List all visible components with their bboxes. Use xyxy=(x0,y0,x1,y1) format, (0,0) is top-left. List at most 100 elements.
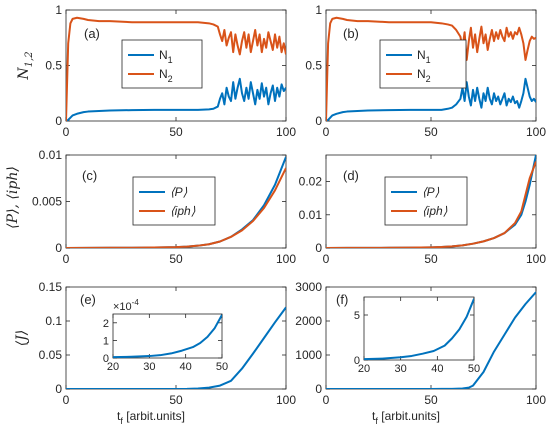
y-tick-label: 0.5 xyxy=(45,59,62,73)
y-tick-label: 0.01 xyxy=(39,148,63,162)
y-tick-label: 0.05 xyxy=(39,348,63,362)
legend-label-sub: 2 xyxy=(426,74,431,84)
x-tick-label: 0 xyxy=(323,252,330,266)
x-tick-label: 100 xyxy=(276,252,296,266)
x-axis-title-rest: [arbit.units] xyxy=(123,409,185,423)
series-line xyxy=(364,298,474,360)
x-tick-label: 50 xyxy=(424,393,438,407)
inset-exponent: ×10-4 xyxy=(113,298,139,313)
y-tick-label: 0.5 xyxy=(305,59,322,73)
y-axis-title: ⟨P⟩, ⟨iph⟩ xyxy=(5,166,21,229)
panel-label: (d) xyxy=(343,168,359,183)
legend-box xyxy=(132,176,216,226)
x-tick-label: 0 xyxy=(63,252,70,266)
x-axis-title-main: t xyxy=(117,409,121,423)
x-tick-label: 100 xyxy=(526,393,546,407)
inset: 20 30 40 50 0 1 2 ×10-4 xyxy=(103,298,228,373)
legend-label: N2 xyxy=(417,67,431,84)
legend-label: ⟨iph⟩ xyxy=(170,204,196,218)
series-line xyxy=(66,306,286,389)
series-line xyxy=(326,161,536,248)
y-tick-label: 1 xyxy=(315,3,322,17)
y-tick-label: 1000 xyxy=(295,348,322,362)
x-tick-label: 0 xyxy=(63,125,70,139)
x-axis-title-sub: f xyxy=(375,416,378,426)
panel-c: 0 50 100 0 0.005 0.01 (c) ⟨P⟩ ⟨iph⟩ ⟨P⟩, ⟨iph⟩ xyxy=(5,148,296,266)
series-line xyxy=(66,167,286,248)
x-tick-label: 40 xyxy=(180,361,192,373)
y-axis-title-sub: 1,2 xyxy=(24,51,35,67)
x-tick-label: 50 xyxy=(169,125,183,139)
x-tick-label: 40 xyxy=(431,363,443,375)
x-tick-label: 30 xyxy=(395,363,407,375)
x-tick-label: 100 xyxy=(526,125,546,139)
legend-label: ⟨P⟩ xyxy=(170,185,188,199)
legend-box xyxy=(384,176,468,226)
y-tick-label: 1 xyxy=(55,3,62,17)
y-axis-title: ⟨J⟩ xyxy=(14,330,30,347)
series-line xyxy=(66,16,286,121)
y-tick-label: 0.1 xyxy=(45,314,62,328)
panel-label: (f) xyxy=(336,292,348,307)
panel-label: (b) xyxy=(343,26,359,41)
legend-label-sub: 2 xyxy=(168,74,173,84)
y-tick-label: 0 xyxy=(55,114,62,128)
legend-label: ⟨iph⟩ xyxy=(422,204,448,218)
x-axis-title-main: t xyxy=(372,409,376,423)
y-tick-label: 2 xyxy=(103,318,109,330)
x-tick-label: 50 xyxy=(169,252,183,266)
series-line xyxy=(66,77,286,121)
legend-label-main: N xyxy=(417,67,426,81)
legend-label-sub: 1 xyxy=(168,55,173,65)
y-tick-label: 0.02 xyxy=(299,175,323,189)
y-tick-label: 0 xyxy=(55,241,62,255)
x-tick-label: 50 xyxy=(468,363,480,375)
x-tick-label: 50 xyxy=(216,361,228,373)
y-tick-label: 0.15 xyxy=(39,280,63,294)
x-tick-label: 20 xyxy=(358,363,370,375)
x-tick-label: 50 xyxy=(424,252,438,266)
x-tick-label: 0 xyxy=(323,393,330,407)
legend-box xyxy=(379,39,467,89)
y-axis-title: N1,2 xyxy=(16,51,35,80)
inset-exponent-base: ×10 xyxy=(113,301,132,313)
panel-e: 0 50 100 0 0.05 0.1 0.15 (e) ⟨J⟩ tf [arbit.units]… xyxy=(14,280,296,426)
legend: ⟨P⟩ ⟨iph⟩ xyxy=(384,176,468,226)
x-tick-label: 100 xyxy=(526,252,546,266)
x-tick-label: 30 xyxy=(143,361,155,373)
series-line xyxy=(326,77,536,121)
y-tick-label: 5 xyxy=(354,310,360,322)
series-line xyxy=(326,16,536,121)
series-line xyxy=(326,291,536,389)
inset: 20 30 40 50 0 5 xyxy=(354,296,480,375)
y-tick-label: 2000 xyxy=(295,314,322,328)
legend-label: ⟨P⟩ xyxy=(422,185,440,199)
x-tick-label: 50 xyxy=(424,125,438,139)
y-tick-label: 1 xyxy=(103,335,109,347)
legend-label-sub: 1 xyxy=(426,55,431,65)
x-tick-label: 100 xyxy=(276,393,296,407)
panel-d: 0 50 100 0 0.01 0.02 (d) ⟨P⟩ ⟨iph⟩ xyxy=(299,154,546,266)
y-tick-label: 0 xyxy=(103,353,109,365)
y-tick-label: 0 xyxy=(354,355,360,367)
y-tick-label: 0 xyxy=(315,114,322,128)
inset-exponent-power: -4 xyxy=(132,298,140,307)
legend-label-main: N xyxy=(159,48,168,62)
panel-label: (c) xyxy=(82,168,97,183)
y-tick-label: 0.01 xyxy=(299,208,323,222)
x-tick-label: 50 xyxy=(169,393,183,407)
inset-plot-area xyxy=(112,313,223,359)
legend-label: N1 xyxy=(417,48,431,65)
x-tick-label: 100 xyxy=(276,125,296,139)
x-axis-title-sub: f xyxy=(120,416,123,426)
x-tick-label: 0 xyxy=(323,125,330,139)
legend-label-main: N xyxy=(417,48,426,62)
series-line xyxy=(113,314,222,358)
y-tick-label: 0 xyxy=(315,382,322,396)
panel-label: (a) xyxy=(84,26,100,41)
